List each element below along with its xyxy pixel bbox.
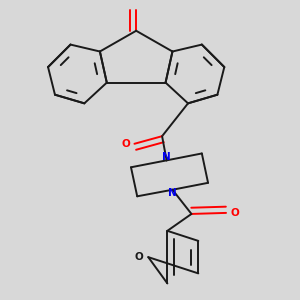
Text: O: O <box>134 252 143 262</box>
Text: N: N <box>168 188 177 198</box>
Text: O: O <box>122 139 130 149</box>
Text: N: N <box>162 152 171 162</box>
Text: O: O <box>230 208 239 218</box>
